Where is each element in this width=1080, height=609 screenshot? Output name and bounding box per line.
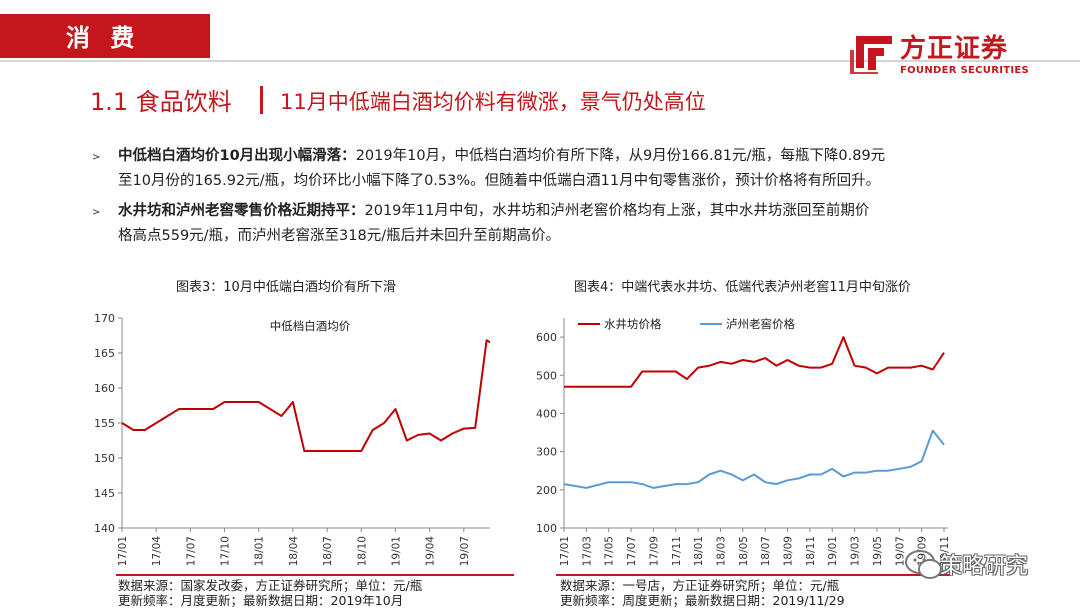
chart-1-x-tick-label: 17/04	[151, 536, 163, 567]
chart-2-x-tick-label: 17/11	[671, 536, 683, 566]
chart-1-legend-label: 中低档白酒均价	[270, 319, 351, 333]
chart-2-x-tick-label: 18/03	[715, 536, 727, 566]
chart-2-x-tick-label: 19/11	[939, 536, 951, 566]
chart-1-x-tick-label: 18/07	[322, 536, 334, 566]
wechat-watermark-icon	[905, 550, 942, 579]
chart-2-x-tick-label: 18/07	[760, 536, 772, 566]
bullet-2-lead: 水井坊和泸州老窖零售价格近期持平：	[118, 203, 365, 219]
chart-1-y-tick-label: 145	[94, 487, 115, 500]
bullet-arrow-icon: >	[92, 207, 101, 218]
chart-2-x-tick-label: 19/05	[872, 536, 884, 566]
chart-1-y-tick-label: 170	[94, 312, 115, 325]
chart-2-x-tick-label: 19/03	[850, 536, 862, 566]
bullet-2-line1: 2019年11月中旬，水井坊和泸州老窖价格均有上涨，其中水井坊涨回至前期价	[364, 203, 870, 219]
chart-2-y-tick-label: 600	[536, 331, 557, 344]
chart-1-y-tick-label: 165	[94, 347, 115, 360]
chart-2-x-tick-label: 18/11	[805, 536, 817, 566]
chart-1-title: 图表3：10月中低端白酒均价有所下滑	[176, 280, 396, 295]
chart-2-y-tick-label: 100	[536, 522, 557, 535]
chart-1-x-tick-label: 19/07	[459, 536, 471, 566]
logo-text-en: FOUNDER SECURITIES	[900, 65, 1030, 76]
chart-1-y-tick-label: 150	[94, 452, 115, 465]
chart-2-x-tick-label: 18/09	[783, 536, 795, 566]
chart-2-x-tick-label: 17/05	[604, 536, 616, 566]
section-title: 消 费	[66, 24, 141, 52]
chart-1-x-tick-label: 18/04	[288, 536, 300, 567]
chart-2-update: 更新频率：周度更新；最新数据日期：2019/11/29	[560, 593, 845, 608]
chart-2-legend-label-1: 水井坊价格	[604, 317, 662, 331]
chart-1-source: 数据来源：国家发改委，方正证券研究所；单位：元/瓶	[118, 578, 423, 593]
chart-2-y-tick-label: 200	[536, 484, 557, 497]
bullet-1: 中低档白酒均价10月出现小幅滑落：2019年10月，中低档白酒均价有所下降，从9…	[118, 144, 998, 194]
chart-2-series-1-line	[564, 336, 945, 388]
chart-2-x-tick-label: 19/01	[827, 536, 839, 566]
chart-2-x-tick-label: 18/01	[693, 536, 705, 566]
logo-text-cn: 方正证券	[900, 34, 1009, 64]
chart-2-source-divider	[556, 574, 950, 576]
chart-1-x-tick-label: 17/10	[220, 536, 232, 566]
header-divider	[0, 60, 1080, 62]
bullet-2-line2: 格高点559元/瓶，而泸州老窖涨至318元/瓶后并未回升至前期高价。	[118, 228, 561, 244]
heading-separator	[260, 86, 263, 114]
chart-1-y-tick-label: 140	[94, 522, 115, 535]
chart-2-title: 图表4：中端代表水井坊、低端代表泸州老窖11月中旬涨价	[574, 280, 911, 295]
chart-2-x-tick-label: 17/09	[648, 536, 660, 566]
bullet-1-lead: 中低档白酒均价10月出现小幅滑落：	[118, 148, 356, 164]
chart-1-x-tick-label: 19/04	[425, 536, 437, 567]
chart-1-source-divider	[116, 574, 514, 576]
chart-2-x-tick-label: 18/05	[738, 536, 750, 566]
chart-2-x-tick-label: 19/07	[894, 536, 906, 566]
page-title: 11月中低端白酒均价料有微涨，景气仍处高位	[280, 90, 706, 114]
chart-2-y-tick-label: 300	[536, 446, 557, 459]
chart-2-x-tick-label: 17/07	[626, 536, 638, 566]
chart-2-y-tick-label: 500	[536, 369, 557, 382]
watermark-text: 策略研究	[940, 554, 1029, 579]
chart-1-series-1-line	[121, 339, 490, 452]
section-banner	[0, 14, 210, 58]
chart-1: 140 145 150 155 160 165 170 17/01 17/04 17/07 17/1…	[94, 312, 490, 567]
chart-1-x-tick-label: 17/01	[117, 536, 129, 566]
section-number: 1.1 食品饮料	[90, 88, 232, 116]
bullet-arrow-icon: >	[92, 152, 101, 163]
chart-1-update: 更新频率：月度更新；最新数据日期：2019年10月	[118, 593, 404, 608]
chart-1-x-tick-label: 18/01	[254, 536, 266, 566]
chart-2-x-tick-label: 17/03	[581, 536, 593, 566]
bullet-1-line1: 2019年10月，中低档白酒均价有所下降，从9月份166.81元/瓶，每瓶下降0…	[355, 148, 886, 164]
bullet-1-line2: 至10月份的165.92元/瓶，均价环比小幅下降了0.53%。但随着中低端白酒1…	[118, 173, 881, 189]
chart-2-x-tick-label: 17/01	[559, 536, 571, 566]
chart-2-series-2-line	[563, 429, 945, 489]
founder-logo-icon	[850, 36, 892, 74]
chart-1-x-tick-label: 17/07	[185, 536, 197, 566]
chart-1-y-tick-label: 160	[94, 382, 115, 395]
chart-1-y-tick-label: 155	[94, 417, 115, 430]
bullet-2: 水井坊和泸州老窖零售价格近期持平：2019年11月中旬，水井坊和泸州老窖价格均有…	[118, 199, 998, 249]
chart-2-legend-label-2: 泸州老窖价格	[726, 317, 795, 331]
chart-1-x-tick-label: 19/01	[390, 536, 402, 566]
chart-2: 100 200 300 400 500 600 17/01 17/03 17/05 17/07 17…	[536, 317, 951, 566]
chart-2-y-tick-label: 400	[536, 407, 557, 420]
chart-2-source: 数据来源：一号店，方正证券研究所；单位：元/瓶	[560, 578, 840, 593]
chart-1-x-tick-label: 18/10	[356, 536, 368, 566]
